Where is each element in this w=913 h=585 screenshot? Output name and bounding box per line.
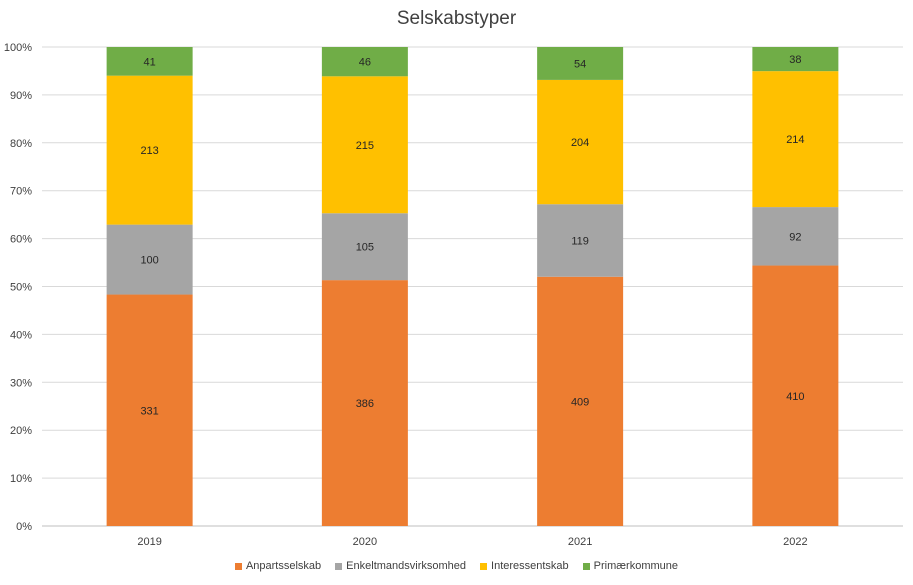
y-tick-label: 10%	[10, 473, 32, 485]
legend: Anpartsselskab Enkeltmandsvirksomhed Inter…	[0, 560, 913, 572]
y-tick-label: 80%	[10, 138, 32, 150]
data-label: 92	[789, 231, 801, 243]
data-label: 331	[140, 405, 158, 417]
x-tick-label: 2022	[783, 536, 807, 548]
data-label: 410	[786, 391, 804, 403]
legend-item: Interessentskab	[480, 560, 569, 572]
y-tick-label: 20%	[10, 425, 32, 437]
y-tick-label: 90%	[10, 90, 32, 102]
legend-label: Interessentskab	[491, 560, 569, 572]
legend-swatch	[335, 563, 342, 570]
y-tick-label: 40%	[10, 329, 32, 341]
data-label: 409	[571, 396, 589, 408]
data-label: 100	[140, 255, 158, 267]
y-tick-label: 50%	[10, 282, 32, 294]
legend-label: Anpartsselskab	[246, 560, 321, 572]
data-label: 46	[359, 57, 371, 69]
data-label: 386	[356, 398, 374, 410]
x-tick-label: 2019	[137, 536, 161, 548]
x-tick-label: 2020	[353, 536, 377, 548]
x-tick-label: 2021	[568, 536, 592, 548]
data-label: 54	[574, 58, 586, 70]
y-tick-label: 70%	[10, 186, 32, 198]
y-tick-label: 100%	[4, 42, 32, 54]
legend-swatch	[583, 563, 590, 570]
data-label: 213	[140, 145, 158, 157]
y-tick-label: 0%	[16, 521, 32, 533]
y-tick-label: 60%	[10, 234, 32, 246]
data-label: 119	[571, 235, 589, 247]
data-label: 105	[356, 242, 374, 254]
data-label: 38	[789, 54, 801, 66]
legend-item: Enkeltmandsvirksomhed	[335, 560, 466, 572]
legend-label: Primærkommune	[594, 560, 678, 572]
legend-item: Primærkommune	[583, 560, 678, 572]
data-label: 214	[786, 134, 804, 146]
legend-swatch	[235, 563, 242, 570]
data-label: 215	[356, 140, 374, 152]
legend-label: Enkeltmandsvirksomhed	[346, 560, 466, 572]
legend-swatch	[480, 563, 487, 570]
y-tick-label: 30%	[10, 377, 32, 389]
data-label: 204	[571, 137, 589, 149]
legend-item: Anpartsselskab	[235, 560, 321, 572]
data-label: 41	[144, 56, 156, 68]
